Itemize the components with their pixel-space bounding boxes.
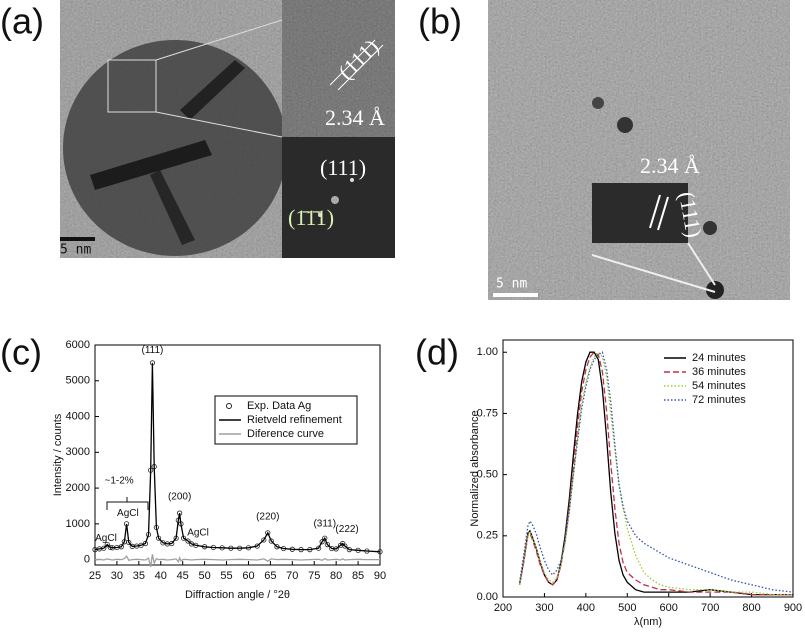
fft-spot: (1̄1̄1) [288, 205, 334, 230]
annotation: (220) [256, 511, 279, 522]
data-point [261, 537, 267, 543]
tem-image [488, 0, 790, 300]
y-tick-label: 0 [84, 554, 90, 566]
y-tick-label: 4000 [66, 410, 90, 422]
x-tick-label: 55 [220, 570, 232, 582]
annotation: (222) [335, 524, 358, 535]
annotation: ~1-2% [105, 476, 134, 487]
y-tick-label: 0.50 [477, 469, 498, 481]
x-tick-label: 85 [352, 570, 364, 582]
data-point [322, 535, 328, 541]
panel-label: (a) [0, 1, 44, 42]
legend-label: Rietveld refinement [247, 414, 342, 426]
scale-bar-label: 5 nm [60, 243, 91, 258]
legend-label: 72 minutes [692, 394, 746, 406]
legend-label: 54 minutes [692, 380, 746, 392]
series-line [518, 351, 793, 596]
y-axis-label: Intensity / counts [52, 413, 64, 496]
data-point [342, 543, 348, 549]
legend-label: 36 minutes [692, 366, 746, 378]
legend-label: Diference curve [247, 428, 324, 440]
y-tick-label: 3000 [66, 446, 90, 458]
data-point [268, 538, 274, 544]
y-tick-label: 1.00 [477, 346, 498, 358]
legend-label: Exp. Data Ag [247, 400, 311, 412]
x-tick-label: 800 [742, 602, 760, 614]
x-tick-label: 60 [242, 570, 254, 582]
y-tick-label: 6000 [66, 339, 90, 351]
series-line [518, 351, 793, 596]
x-tick-label: 200 [494, 602, 512, 614]
panel-label: (b) [418, 1, 462, 42]
annotation: (311) [313, 519, 336, 530]
panel-label: (d) [415, 332, 459, 373]
x-tick-label: 600 [660, 602, 678, 614]
d-spacing: 2.34 Å [325, 105, 385, 130]
series-line [518, 351, 794, 593]
y-axis-label: Normalized absorbance [469, 410, 481, 526]
x-axis-label: λ(nm) [634, 616, 662, 628]
fft-spot: (111) [320, 155, 366, 180]
legend-label: 24 minutes [692, 352, 746, 364]
y-tick-label: 0.75 [477, 407, 498, 419]
tem-image [60, 0, 395, 258]
annotation: AgCl [95, 533, 117, 544]
series-line [94, 362, 381, 553]
y-tick-label: 5000 [66, 375, 90, 387]
y-tick-label: 0.25 [477, 530, 498, 542]
data-point [319, 539, 325, 545]
data-point [104, 542, 110, 548]
x-tick-label: 25 [89, 570, 101, 582]
data-point [265, 530, 271, 536]
y-tick-label: 0.00 [477, 591, 498, 603]
x-tick-label: 80 [330, 570, 342, 582]
panel-label: (c) [0, 332, 42, 373]
annotation: AgCl [117, 508, 139, 519]
scale-bar-label: 5 nm [496, 277, 527, 292]
x-tick-label: 70 [286, 570, 298, 582]
plot-frame [502, 339, 794, 598]
x-tick-label: 300 [535, 602, 553, 614]
x-tick-label: 700 [701, 602, 719, 614]
y-tick-label: 2000 [66, 482, 90, 494]
annotation: (111) [142, 345, 164, 356]
x-tick-label: 65 [264, 570, 276, 582]
x-tick-label: 500 [618, 602, 636, 614]
series-line [518, 351, 793, 596]
x-tick-label: 30 [111, 570, 123, 582]
x-tick-label: 90 [374, 570, 386, 582]
x-axis-label: Diffraction angle / °2θ [185, 589, 290, 601]
series-line [94, 554, 380, 567]
d-spacing: 2.34 Å [640, 153, 700, 178]
x-tick-label: 900 [784, 602, 802, 614]
x-tick-label: 40 [155, 570, 167, 582]
x-tick-label: 75 [308, 570, 320, 582]
x-tick-label: 45 [177, 570, 189, 582]
data-point [185, 538, 191, 544]
x-tick-label: 35 [133, 570, 145, 582]
data-point [324, 542, 330, 548]
y-tick-label: 1000 [66, 518, 90, 530]
legend-marker [226, 403, 232, 409]
data-point [188, 541, 195, 547]
annotation: (200) [168, 492, 191, 503]
plot-frame [94, 344, 381, 566]
bracket [106, 497, 149, 510]
x-tick-label: 400 [577, 602, 595, 614]
data-point [142, 540, 149, 547]
x-tick-label: 50 [198, 570, 210, 582]
annotation: AgCl [187, 527, 209, 538]
